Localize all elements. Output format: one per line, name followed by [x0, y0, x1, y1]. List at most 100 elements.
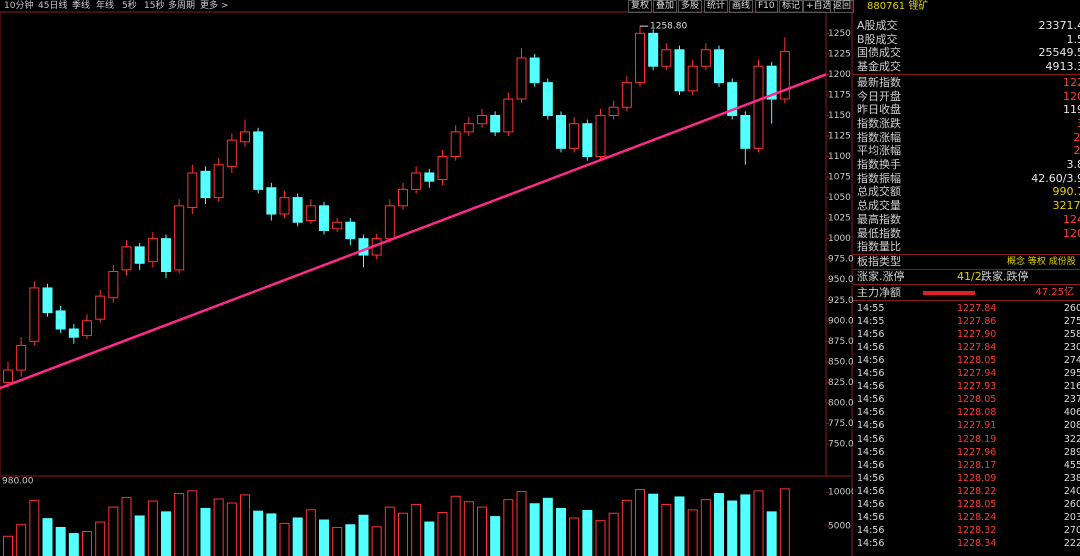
y-tick-label: 825.0: [828, 378, 853, 388]
tick-row: 14:55 1227.86 275: [857, 315, 1080, 328]
candle-body: [556, 114, 566, 149]
tick-volume: 274: [1063, 355, 1080, 367]
y-tick-label: 850.0: [828, 357, 853, 367]
volume-bar: [305, 509, 316, 556]
toolbar-item[interactable]: 10分钟: [4, 1, 34, 11]
tick-volume: 237: [1063, 394, 1080, 406]
stat-value: 23371.4: [1038, 19, 1080, 32]
volume-bar: [714, 493, 724, 556]
stat-label: 指数换手: [857, 158, 901, 171]
tick-time: 14:56: [857, 498, 885, 510]
toolbar-item[interactable]: 5秒: [122, 1, 137, 11]
separator: [853, 74, 1080, 75]
tick-row: 14:56 1227.91 208: [857, 419, 1080, 432]
candle-body: [595, 114, 606, 158]
volume-bar: [753, 490, 764, 556]
volume-bar: [371, 526, 382, 556]
toolbar-button[interactable]: 标记: [779, 0, 804, 13]
candle-body: [477, 114, 487, 125]
toolbar-button[interactable]: 统计: [704, 0, 729, 13]
toolbar-button[interactable]: +自选: [803, 0, 835, 13]
tick-price: 1227.96: [957, 446, 997, 458]
tick-volume: 208: [1063, 420, 1080, 432]
stat-label: 指数振幅: [857, 171, 901, 185]
tick-volume: 260: [1063, 303, 1080, 314]
candle-body: [398, 188, 408, 207]
tick-row: 14:56 1228.19 322: [857, 433, 1080, 446]
toolbar-button[interactable]: F10: [755, 0, 778, 13]
volume-bar: [319, 519, 329, 556]
y-tick-label: 750.0: [828, 439, 853, 449]
candle-body: [542, 82, 553, 116]
volume-bar: [213, 498, 224, 556]
candle-body: [95, 295, 106, 320]
volume-bar: [279, 522, 290, 556]
candle-body: [384, 205, 395, 240]
toolbar-item[interactable]: 45日线: [38, 1, 68, 11]
stat-value: 3.8: [1066, 158, 1080, 171]
breadth-label: 跌家.跌停: [981, 270, 1029, 283]
stat-value: 120: [1063, 89, 1080, 103]
y-tick-label: 875.0: [828, 337, 853, 347]
toolbar-item[interactable]: 多周期: [168, 1, 196, 11]
stat-value: 2.: [1073, 144, 1080, 158]
tick-price: 1228.05: [957, 394, 997, 406]
toolbar-item[interactable]: 季线: [72, 1, 91, 11]
separator: [853, 284, 1080, 285]
candle-body: [621, 82, 632, 108]
candle-body: [687, 65, 698, 92]
tick-time: 14:56: [857, 368, 885, 380]
candle-body: [661, 49, 672, 67]
y-tick-label: 1100: [828, 152, 851, 162]
stat-row: 国债成交 25549.5: [857, 46, 1080, 60]
candle-body: [42, 287, 53, 314]
candle-body: [569, 123, 580, 149]
toolbar-item[interactable]: 年线: [96, 1, 115, 11]
candle-body: [68, 328, 79, 338]
tick-price: 1227.94: [957, 368, 997, 380]
y-tick-label: 1175: [828, 90, 851, 100]
tick-volume: 258: [1063, 329, 1080, 341]
separator: [853, 269, 1080, 270]
volume-bar: [253, 510, 264, 556]
stat-value: 25549.5: [1038, 46, 1080, 60]
volume-bar: [226, 502, 237, 556]
volume-bar: [55, 526, 66, 556]
candle-body: [437, 156, 448, 181]
y-tick-label: 800.0: [828, 398, 853, 408]
stat-value: 4913.3: [1045, 60, 1080, 74]
toolbar-button[interactable]: 叠加: [653, 0, 678, 13]
toolbar-item[interactable]: 更多 >: [200, 1, 229, 11]
volume-bar: [174, 493, 185, 556]
candle-body: [213, 164, 224, 199]
toolbar-item[interactable]: 15秒: [144, 1, 165, 11]
tick-time: 14:56: [857, 342, 885, 354]
stat-row: 今日开盘 120: [857, 90, 1080, 104]
toolbar-button[interactable]: 多股: [678, 0, 703, 13]
y-tick-label: 5000: [828, 522, 851, 532]
tick-volume: 406: [1063, 407, 1080, 419]
stat-label: 总成交额: [857, 185, 901, 199]
tick-volume: 203: [1063, 511, 1080, 523]
stat-label: 指数涨幅: [857, 130, 901, 144]
tick-time: 14:56: [857, 433, 885, 445]
y-tick-label: 1075: [828, 173, 851, 183]
candle-body: [714, 49, 724, 84]
tick-time: 14:56: [857, 407, 885, 419]
volume-bar: [648, 493, 659, 556]
volume-bar: [621, 499, 632, 556]
stat-label: 昨日收盘: [857, 103, 901, 117]
tick-row: 14:55 1227.84 260: [857, 302, 1080, 315]
tick-price: 1227.84: [957, 303, 997, 314]
tick-volume: 260: [1063, 498, 1080, 510]
tick-row: 14:56 1228.05 260: [857, 498, 1080, 511]
toolbar-button[interactable]: 画线: [729, 0, 754, 13]
toolbar-button[interactable]: 返回: [830, 0, 855, 13]
volume-bar: [477, 506, 487, 556]
candle-body: [147, 238, 158, 263]
stat-row: 基金成交 4913.3: [857, 60, 1080, 74]
volume-bar: [727, 500, 738, 556]
toolbar-button[interactable]: 复权: [628, 0, 653, 13]
y-tick-label: 775.0: [828, 419, 853, 429]
stat-label: 总成交量: [857, 199, 901, 213]
